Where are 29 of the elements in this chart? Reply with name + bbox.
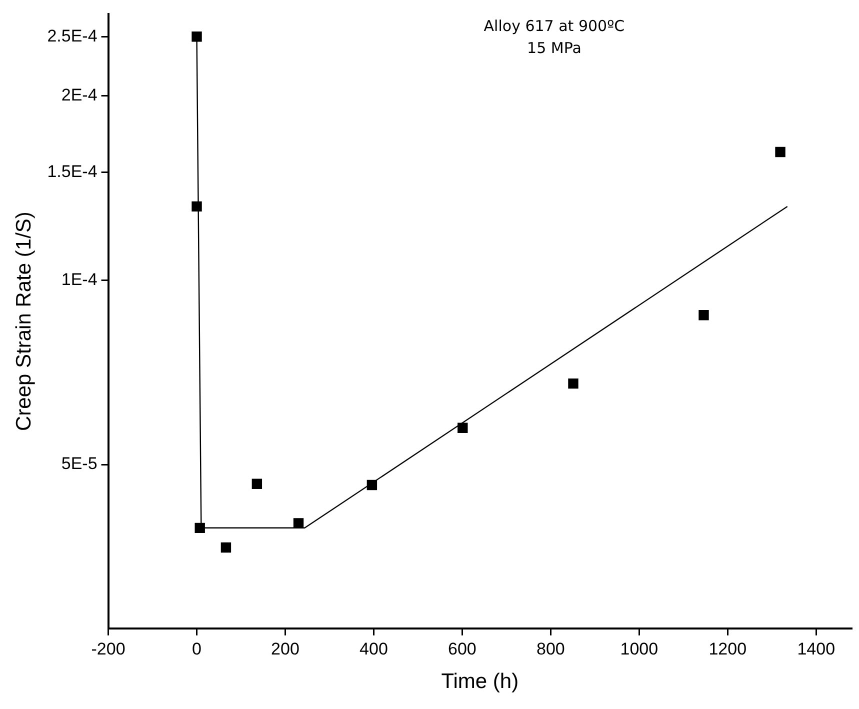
x-tick-label: -200 xyxy=(91,639,126,658)
point xyxy=(458,422,468,433)
x-tick-label: 200 xyxy=(271,639,300,658)
point xyxy=(194,522,205,534)
point xyxy=(698,310,709,320)
y-axis-title: Creep Strain Rate (1/S) xyxy=(12,212,36,432)
y-tick-label: 2.5E-4 xyxy=(47,26,98,46)
x-tick-label: 400 xyxy=(360,639,388,658)
x-axis-title: Time (h) xyxy=(441,670,519,694)
y-tick-label: 2E-4 xyxy=(61,86,98,105)
x-tick-label: 1200 xyxy=(708,639,747,658)
x-tick-label: 0 xyxy=(192,639,202,658)
point xyxy=(366,480,378,490)
point xyxy=(293,518,304,528)
x-tick-label: 1400 xyxy=(797,639,836,658)
point xyxy=(192,32,202,42)
y-tick-label: 1.5E-4 xyxy=(47,162,98,182)
y-tick-label: 5E-5 xyxy=(61,454,98,474)
x-tick-label: 800 xyxy=(536,639,565,658)
annotation: 15 MPa xyxy=(527,38,582,57)
annotation: Alloy 617 at 900ºC xyxy=(484,16,625,35)
point xyxy=(252,478,262,489)
y-tick-label: 1E-4 xyxy=(61,270,98,289)
point xyxy=(220,542,232,553)
point xyxy=(568,378,578,389)
point xyxy=(775,146,786,158)
x-tick-label: 600 xyxy=(448,639,476,658)
x-tick-label: 1000 xyxy=(620,639,658,658)
point xyxy=(192,201,202,212)
